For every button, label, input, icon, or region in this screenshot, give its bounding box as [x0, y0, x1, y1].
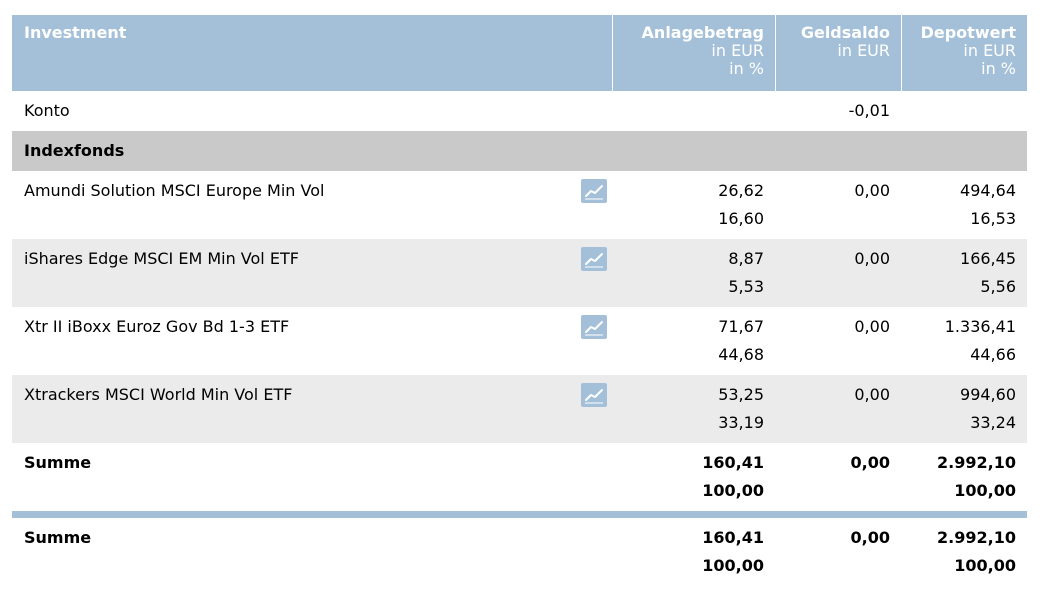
fund-geldsaldo: 0,00 — [854, 385, 890, 404]
group-sum-geldsaldo: 0,00 — [850, 453, 890, 472]
fund-anlage-pct: 5,53 — [728, 277, 764, 296]
group-sum-geldsaldo-cell: 0,00 — [775, 443, 901, 477]
header-geldsaldo-unit-eur: in EUR — [837, 41, 890, 60]
total-sum-label: Summe — [24, 528, 92, 547]
line-chart-icon[interactable] — [581, 315, 607, 339]
total-sum-anlage-cell: 160,41 100,00 — [612, 518, 775, 580]
fund-name-cell: Amundi Solution MSCI Europe Min Vol — [12, 171, 612, 205]
fund-geldsaldo-cell: 0,00 — [775, 307, 901, 341]
header-anlagebetrag-title: Anlagebetrag — [641, 23, 764, 42]
total-sum-geldsaldo-cell: 0,00 — [775, 518, 901, 552]
total-sum-depot-cell: 2.992,10 100,00 — [901, 518, 1027, 580]
total-sum-row: Summe 160,41 100,00 0,00 2.992,10 100,00 — [12, 518, 1027, 586]
header-anlagebetrag-unit-pct: in % — [729, 59, 764, 78]
header-anlagebetrag: Anlagebetrag in EUR in % — [612, 15, 775, 91]
fund-name-cell: Xtrackers MSCI World Min Vol ETF — [12, 375, 612, 409]
total-sum-geldsaldo: 0,00 — [850, 528, 890, 547]
fund-name-cell: Xtr II iBoxx Euroz Gov Bd 1-3 ETF — [12, 307, 612, 341]
portfolio-table: Investment Anlagebetrag in EUR in % Geld… — [12, 15, 1027, 586]
fund-depot-cell: 1.336,41 44,66 — [901, 307, 1027, 369]
group-label-cell: Indexfonds — [12, 131, 612, 165]
fund-depot-pct: 33,24 — [970, 413, 1016, 432]
fund-depot-cell: 494,64 16,53 — [901, 171, 1027, 233]
group-sum-anlage-eur: 160,41 — [702, 453, 764, 472]
konto-geldsaldo: -0,01 — [848, 101, 890, 120]
group-sum-label-cell: Summe — [12, 443, 612, 477]
fund-depot-pct: 16,53 — [970, 209, 1016, 228]
table-row: Amundi Solution MSCI Europe Min Vol 26,6… — [12, 171, 1027, 239]
fund-depot-pct: 44,66 — [970, 345, 1016, 364]
line-chart-icon[interactable] — [581, 247, 607, 271]
fund-name[interactable]: Xtrackers MSCI World Min Vol ETF — [24, 385, 293, 404]
fund-geldsaldo: 0,00 — [854, 249, 890, 268]
fund-depot-eur: 994,60 — [960, 385, 1016, 404]
header-depotwert: Depotwert in EUR in % — [901, 15, 1027, 91]
fund-anlage-eur: 26,62 — [718, 181, 764, 200]
total-sum-depot-eur: 2.992,10 — [937, 528, 1016, 547]
table-row: Xtr II iBoxx Euroz Gov Bd 1-3 ETF 71,67 … — [12, 307, 1027, 375]
fund-geldsaldo-cell: 0,00 — [775, 171, 901, 205]
header-geldsaldo-title: Geldsaldo — [800, 23, 890, 42]
header-geldsaldo: Geldsaldo in EUR — [775, 15, 901, 91]
fund-anlage-eur: 8,87 — [728, 249, 764, 268]
header-depotwert-title: Depotwert — [920, 23, 1016, 42]
fund-name-cell: iShares Edge MSCI EM Min Vol ETF — [12, 239, 612, 273]
konto-row: Konto -0,01 — [12, 91, 1027, 131]
line-chart-icon[interactable] — [581, 179, 607, 203]
fund-anlage-pct: 16,60 — [718, 209, 764, 228]
header-depotwert-unit-pct: in % — [981, 59, 1016, 78]
group-sum-depot-pct: 100,00 — [954, 481, 1016, 500]
group-label: Indexfonds — [24, 141, 125, 160]
group-sum-anlage-pct: 100,00 — [702, 481, 764, 500]
fund-geldsaldo: 0,00 — [854, 181, 890, 200]
group-row-indexfonds: Indexfonds — [12, 131, 1027, 171]
fund-name[interactable]: Amundi Solution MSCI Europe Min Vol — [24, 181, 325, 200]
fund-depot-eur: 494,64 — [960, 181, 1016, 200]
fund-anlage-pct: 33,19 — [718, 413, 764, 432]
header-anlagebetrag-unit-eur: in EUR — [711, 41, 764, 60]
total-sum-depot-pct: 100,00 — [954, 556, 1016, 575]
table-header: Investment Anlagebetrag in EUR in % Geld… — [12, 15, 1027, 91]
fund-geldsaldo-cell: 0,00 — [775, 239, 901, 273]
fund-depot-pct: 5,56 — [980, 277, 1016, 296]
total-sum-anlage-pct: 100,00 — [702, 556, 764, 575]
konto-label-cell: Konto — [12, 91, 612, 125]
fund-depot-eur: 1.336,41 — [944, 317, 1016, 336]
line-chart-icon[interactable] — [581, 383, 607, 407]
group-sum-label: Summe — [24, 453, 92, 472]
table-row: iShares Edge MSCI EM Min Vol ETF 8,87 5,… — [12, 239, 1027, 307]
group-sum-anlage-cell: 160,41 100,00 — [612, 443, 775, 505]
table-row: Xtrackers MSCI World Min Vol ETF 53,25 3… — [12, 375, 1027, 443]
fund-anlage-eur: 53,25 — [718, 385, 764, 404]
fund-name[interactable]: iShares Edge MSCI EM Min Vol ETF — [24, 249, 299, 268]
fund-depot-eur: 166,45 — [960, 249, 1016, 268]
fund-geldsaldo: 0,00 — [854, 317, 890, 336]
fund-anlage-eur: 71,67 — [718, 317, 764, 336]
fund-anlage-cell: 8,87 5,53 — [612, 239, 775, 301]
fund-anlage-cell: 53,25 33,19 — [612, 375, 775, 437]
fund-geldsaldo-cell: 0,00 — [775, 375, 901, 409]
fund-name[interactable]: Xtr II iBoxx Euroz Gov Bd 1-3 ETF — [24, 317, 290, 336]
fund-anlage-cell: 71,67 44,68 — [612, 307, 775, 369]
fund-depot-cell: 994,60 33,24 — [901, 375, 1027, 437]
fund-anlage-cell: 26,62 16,60 — [612, 171, 775, 233]
konto-geldsaldo-cell: -0,01 — [775, 91, 901, 125]
fund-depot-cell: 166,45 5,56 — [901, 239, 1027, 301]
total-sum-label-cell: Summe — [12, 518, 612, 552]
group-sum-depot-cell: 2.992,10 100,00 — [901, 443, 1027, 505]
header-investment: Investment — [12, 15, 612, 91]
header-investment-label: Investment — [24, 23, 127, 42]
total-divider — [12, 511, 1027, 518]
header-depotwert-unit-eur: in EUR — [963, 41, 1016, 60]
fund-anlage-pct: 44,68 — [718, 345, 764, 364]
total-sum-anlage-eur: 160,41 — [702, 528, 764, 547]
konto-label: Konto — [24, 101, 70, 120]
group-sum-depot-eur: 2.992,10 — [937, 453, 1016, 472]
group-sum-row: Summe 160,41 100,00 0,00 2.992,10 100,00 — [12, 443, 1027, 511]
